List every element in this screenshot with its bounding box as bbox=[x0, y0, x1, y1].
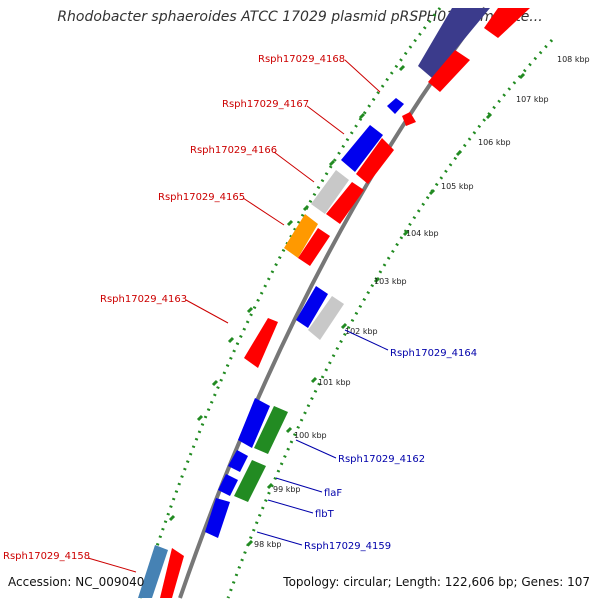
gene-blue-4166[interactable] bbox=[341, 125, 383, 172]
gene-red-4166[interactable] bbox=[356, 138, 394, 184]
label-4166[interactable]: Rsph17029_4166 bbox=[190, 145, 277, 156]
label-flaF[interactable]: flaF bbox=[324, 488, 342, 499]
accession-label: Accession: NC_009040 bbox=[8, 575, 145, 589]
kbp-label-102: 102 kbp bbox=[345, 327, 378, 336]
gene-red-4165[interactable] bbox=[326, 182, 364, 224]
gene-red-top-2[interactable] bbox=[428, 50, 470, 92]
kbp-label-107: 107 kbp bbox=[516, 95, 549, 104]
label-4159[interactable]: Rsph17029_4159 bbox=[304, 541, 391, 552]
map-title: Rhodobacter sphaeroides ATCC 17029 plasm… bbox=[57, 9, 543, 25]
kbp-label-108: 108 kbp bbox=[557, 55, 590, 64]
leader-lines bbox=[87, 59, 389, 573]
label-4165[interactable]: Rsph17029_4165 bbox=[158, 192, 245, 203]
gene-blue-4164[interactable] bbox=[296, 286, 328, 328]
gene-red-4158[interactable] bbox=[160, 548, 184, 598]
gene-blue-4167[interactable] bbox=[387, 98, 404, 114]
outer-genes bbox=[138, 8, 490, 598]
inner-genes bbox=[160, 8, 530, 598]
kbp-label-104: 104 kbp bbox=[406, 229, 439, 238]
kbp-label-103: 103 kbp bbox=[374, 277, 407, 286]
gene-labels: Rsph17029_4168 Rsph17029_4167 Rsph17029_… bbox=[3, 54, 477, 562]
topology-label: Topology: circular; Length: 122,606 bp; … bbox=[283, 575, 590, 589]
label-4164[interactable]: Rsph17029_4164 bbox=[390, 348, 477, 359]
kbp-label-100: 100 kbp bbox=[294, 431, 327, 440]
gene-gray-4166[interactable] bbox=[311, 170, 349, 214]
label-4158[interactable]: Rsph17029_4158 bbox=[3, 551, 90, 562]
label-4163[interactable]: Rsph17029_4163 bbox=[100, 294, 187, 305]
gene-red-small[interactable] bbox=[402, 112, 416, 126]
gene-blue-outer-a[interactable] bbox=[238, 398, 270, 448]
kbp-label-98: 98 kbp bbox=[254, 540, 282, 549]
label-4162[interactable]: Rsph17029_4162 bbox=[338, 454, 425, 465]
gene-blue-outer-b[interactable] bbox=[228, 450, 248, 472]
inner-ticks bbox=[246, 72, 526, 547]
label-flbT[interactable]: flbT bbox=[315, 509, 335, 520]
gene-gray-4164[interactable] bbox=[308, 296, 344, 340]
gene-steel-4158[interactable] bbox=[138, 545, 168, 598]
kbp-label-101: 101 kbp bbox=[318, 378, 351, 387]
gene-orange-4165[interactable] bbox=[284, 214, 318, 258]
kbp-label-105: 105 kbp bbox=[441, 182, 474, 191]
label-4168[interactable]: Rsph17029_4168 bbox=[258, 54, 345, 65]
kbp-label-106: 106 kbp bbox=[478, 138, 511, 147]
gene-blue-outer-c[interactable] bbox=[218, 474, 238, 496]
gene-red-4163[interactable] bbox=[244, 318, 278, 368]
gene-green-4162[interactable] bbox=[254, 406, 288, 454]
inner-dotted-ring bbox=[226, 38, 554, 599]
kbp-label-99: 99 kbp bbox=[273, 485, 301, 494]
gene-red-top[interactable] bbox=[484, 8, 530, 38]
gene-red-4165-b[interactable] bbox=[298, 228, 330, 266]
outer-ticks bbox=[168, 64, 406, 522]
label-4167[interactable]: Rsph17029_4167 bbox=[222, 99, 309, 110]
gene-navy-top[interactable] bbox=[418, 8, 490, 78]
gene-green-flaF[interactable] bbox=[234, 460, 266, 502]
kbp-labels: 108 kbp 107 kbp 106 kbp 105 kbp 104 kbp … bbox=[254, 55, 590, 549]
gene-blue-outer-d[interactable] bbox=[205, 498, 230, 538]
